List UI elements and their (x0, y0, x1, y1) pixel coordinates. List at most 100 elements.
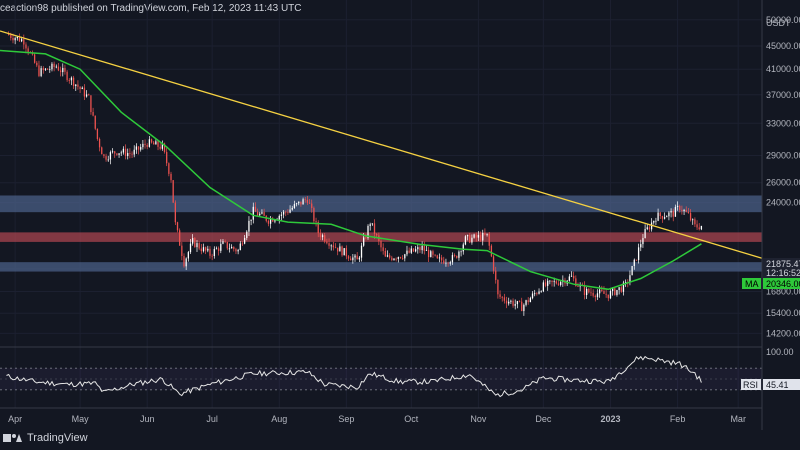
candle-body (592, 292, 594, 296)
candle-body (272, 218, 274, 222)
time-tick-label: Jul (206, 414, 218, 424)
candle-body (527, 300, 529, 303)
candle-body (88, 94, 90, 96)
candle-body (350, 258, 352, 261)
candle-body (640, 244, 642, 248)
candle-body (124, 148, 127, 157)
rsi-tag-label: RSI (743, 380, 758, 390)
candle-body (248, 220, 250, 232)
candle-body (568, 276, 570, 281)
candle-body (653, 220, 655, 223)
candle-body (510, 300, 512, 302)
rsi-bands (0, 367, 762, 391)
candle-body (172, 180, 174, 203)
candle-body (586, 288, 588, 296)
candle-body (410, 248, 412, 253)
candle-body (523, 304, 525, 312)
candle-body (198, 243, 200, 249)
candle-body (540, 291, 542, 293)
candle-body (464, 236, 467, 245)
candle-body (83, 87, 86, 97)
candle-body (497, 279, 499, 295)
candle-body (70, 77, 73, 81)
candle-body (473, 234, 475, 238)
candle-body (217, 248, 220, 251)
candle-body (179, 230, 181, 246)
candle-body (137, 146, 140, 150)
candle-body (666, 216, 668, 218)
candle-body (624, 282, 627, 283)
trendline (0, 30, 763, 259)
candle-body (308, 202, 311, 204)
candle-body (440, 257, 443, 261)
candle-body (53, 63, 55, 67)
candle-body (20, 39, 23, 42)
candle-body (648, 227, 651, 230)
countdown-value: 12:16:52 (766, 268, 800, 278)
candle-body (98, 138, 101, 148)
candle-body (150, 139, 153, 143)
candle-body (384, 250, 386, 257)
candle-body (194, 238, 196, 248)
candle-body (181, 245, 183, 256)
ma-tag-value: 20346.00 (766, 279, 800, 289)
candle-body (685, 210, 687, 212)
candle-body (14, 38, 16, 41)
price-tick-label: 16800.00 (766, 287, 800, 297)
candle-body (475, 234, 477, 238)
candle-body (700, 225, 703, 230)
tradingview-logo-icon (3, 432, 23, 444)
time-tick-label: Oct (404, 414, 419, 424)
candle-body (103, 154, 105, 157)
price-tick-label: 37000.00 (766, 90, 800, 100)
price-axis-currency: USDT (766, 18, 791, 28)
candle-body (79, 86, 81, 90)
candle-body (622, 282, 625, 292)
candle-body (192, 238, 194, 244)
candle-body (642, 238, 644, 245)
candle-body (118, 153, 120, 155)
candle-body (395, 258, 397, 260)
candle-body (27, 48, 29, 53)
candle-body (542, 282, 545, 292)
candle-body (462, 244, 464, 252)
candle-body (486, 233, 488, 235)
candle-body (133, 149, 135, 155)
candle-body (460, 251, 462, 253)
candle-body (317, 222, 319, 234)
candle-body (637, 247, 640, 261)
candle-body (421, 245, 423, 251)
candle-body (438, 257, 441, 259)
candle-body (557, 283, 560, 285)
candle-body (397, 257, 399, 260)
candle-body (512, 300, 514, 306)
candle-body (155, 141, 157, 145)
candle-body (324, 235, 326, 242)
candle-body (25, 44, 27, 49)
candle-body (456, 255, 458, 258)
candle-body (676, 205, 679, 207)
price-zone (0, 232, 762, 242)
candle-body (261, 212, 263, 214)
candle-body (302, 199, 304, 205)
candle-body (291, 207, 293, 210)
candle-body (570, 275, 573, 277)
candle-body (228, 248, 231, 250)
candle-body (142, 143, 144, 148)
candle-body (289, 209, 291, 213)
candle-body (681, 209, 683, 212)
candle-body (529, 298, 532, 303)
candle-body (521, 301, 523, 312)
candle-body (525, 300, 527, 305)
candle-body (590, 292, 592, 294)
candle-body (382, 247, 384, 251)
candle-body (159, 146, 161, 149)
candle-body (436, 255, 438, 259)
candle-body (668, 212, 670, 217)
candle-body (419, 247, 421, 251)
candle-body (449, 262, 451, 264)
candle-body (200, 248, 202, 252)
candle-body (679, 205, 681, 210)
candle-body (92, 112, 94, 116)
